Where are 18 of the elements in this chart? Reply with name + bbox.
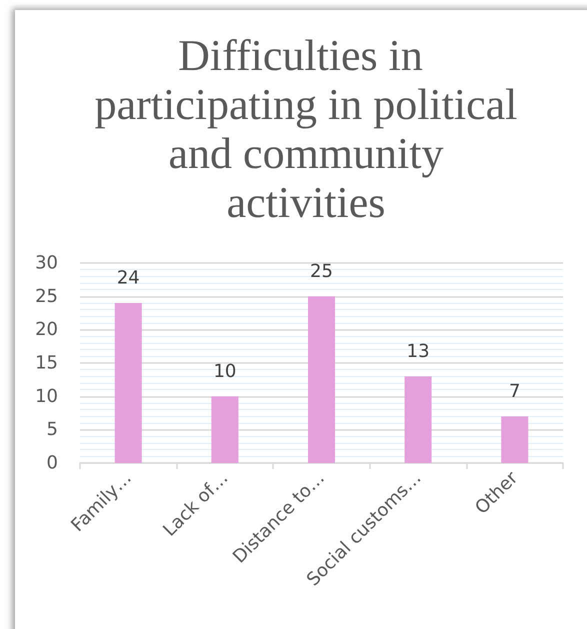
- data-label: 25: [310, 260, 333, 282]
- y-tick-label: 15: [35, 352, 58, 374]
- bar: [404, 376, 432, 463]
- data-label: 7: [508, 380, 520, 402]
- data-label: 24: [116, 268, 140, 288]
- y-tick-label: 25: [35, 286, 58, 307]
- bar: [308, 296, 336, 463]
- y-tick-label: 5: [46, 419, 58, 440]
- data-label: 10: [213, 360, 236, 382]
- data-label: 13: [406, 340, 430, 362]
- bar: [211, 396, 238, 463]
- y-tick-label: 30: [35, 252, 58, 274]
- y-tick-label: 10: [35, 386, 58, 407]
- y-tick-label: 20: [35, 319, 58, 340]
- bar: [501, 416, 528, 463]
- y-tick-label: 0: [46, 452, 58, 474]
- chart-title: Difficulties in participating in political and community activities: [94, 31, 518, 227]
- bar: [114, 303, 142, 463]
